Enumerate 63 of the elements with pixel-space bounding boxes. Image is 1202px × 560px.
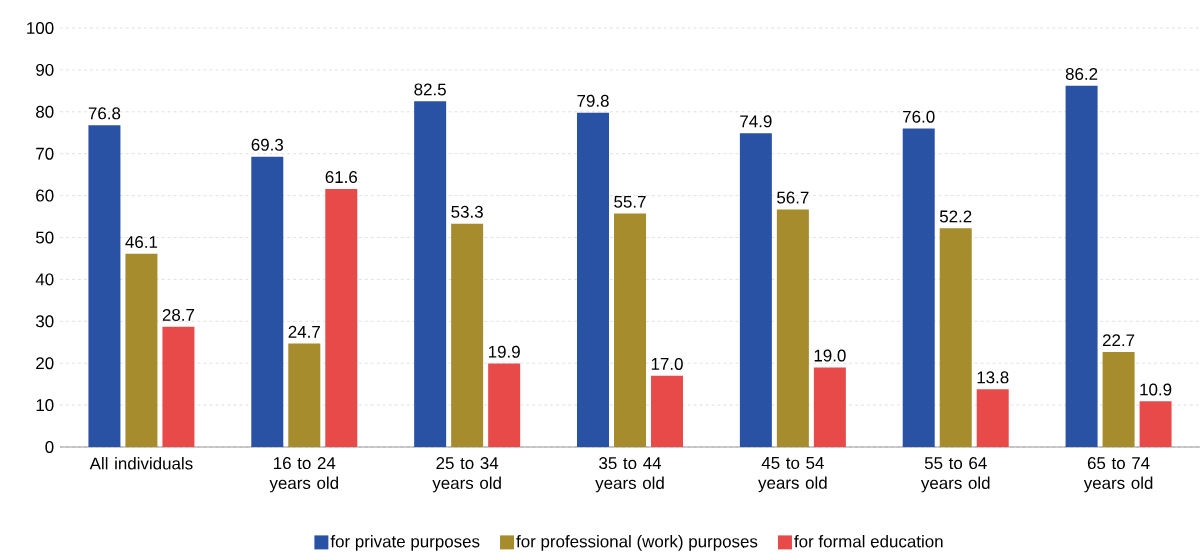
data-label: 61.6 <box>325 171 358 184</box>
bar <box>614 213 647 447</box>
data-label: 46.1 <box>125 236 158 248</box>
bar <box>776 209 809 447</box>
bar <box>325 188 358 447</box>
data-label: 79.8 <box>577 94 609 107</box>
bar <box>1139 401 1172 447</box>
data-label: 22.7 <box>1102 334 1135 347</box>
bar <box>251 156 284 447</box>
data-label: 10.9 <box>1140 383 1172 396</box>
legend-label: for formal education <box>794 534 943 548</box>
bar <box>488 363 521 447</box>
bar <box>577 112 609 447</box>
y-tick-label: 0 <box>45 441 54 453</box>
data-label: 55.7 <box>614 195 646 208</box>
bar <box>414 101 447 447</box>
data-label: 17.0 <box>651 357 683 370</box>
bar <box>125 253 158 447</box>
bar <box>451 223 484 447</box>
bar <box>739 133 772 447</box>
data-label: 56.7 <box>777 191 809 204</box>
x-tick-label: 16 to 24 years old <box>269 457 339 493</box>
data-label: 76.8 <box>88 107 121 120</box>
y-tick-label: 90 <box>36 63 54 76</box>
y-tick-label: 40 <box>35 273 54 286</box>
y-tick-label: 30 <box>35 315 54 328</box>
bar <box>902 128 935 447</box>
data-label: 24.7 <box>288 325 320 338</box>
y-tick-label: 10 <box>36 399 54 412</box>
data-label: 69.3 <box>251 138 284 151</box>
x-tick-label: 55 to 64 years old <box>920 457 990 493</box>
legend-label: for professional (work) purposes <box>516 534 758 551</box>
x-tick-label: All individuals <box>89 457 193 470</box>
y-tick-label: 60 <box>36 189 54 202</box>
y-tick-label: 50 <box>35 231 54 244</box>
data-label: 86.2 <box>1065 67 1098 80</box>
bar <box>162 326 195 447</box>
data-label: 53.3 <box>451 205 483 218</box>
x-tick-label: 65 to 74 years old <box>1083 457 1153 493</box>
data-label: 82.5 <box>414 83 446 96</box>
bar <box>288 343 321 447</box>
bar <box>976 389 1009 447</box>
data-label: 74.9 <box>740 115 772 128</box>
bar <box>1065 85 1098 447</box>
bar <box>813 367 846 447</box>
bar <box>88 125 121 447</box>
x-tick-label: 45 to 54 years old <box>758 457 827 493</box>
data-label: 19.0 <box>814 349 846 362</box>
x-tick-label: 35 to 44 years old <box>595 457 664 493</box>
data-label: 13.8 <box>977 371 1009 384</box>
y-tick-label: 100 <box>27 22 54 34</box>
y-tick-label: 20 <box>36 357 54 370</box>
bar <box>651 375 684 447</box>
data-label: 19.9 <box>488 345 520 358</box>
y-tick-label: 80 <box>36 105 54 118</box>
legend-label: for private purposes <box>330 534 480 551</box>
x-tick-label: 25 to 34 years old <box>432 457 501 493</box>
data-label: 28.7 <box>162 308 195 321</box>
bar <box>1102 351 1135 447</box>
data-label: 52.2 <box>939 210 972 223</box>
data-label: 76.0 <box>903 110 935 123</box>
y-tick-label: 70 <box>36 147 54 160</box>
bar <box>939 228 972 447</box>
